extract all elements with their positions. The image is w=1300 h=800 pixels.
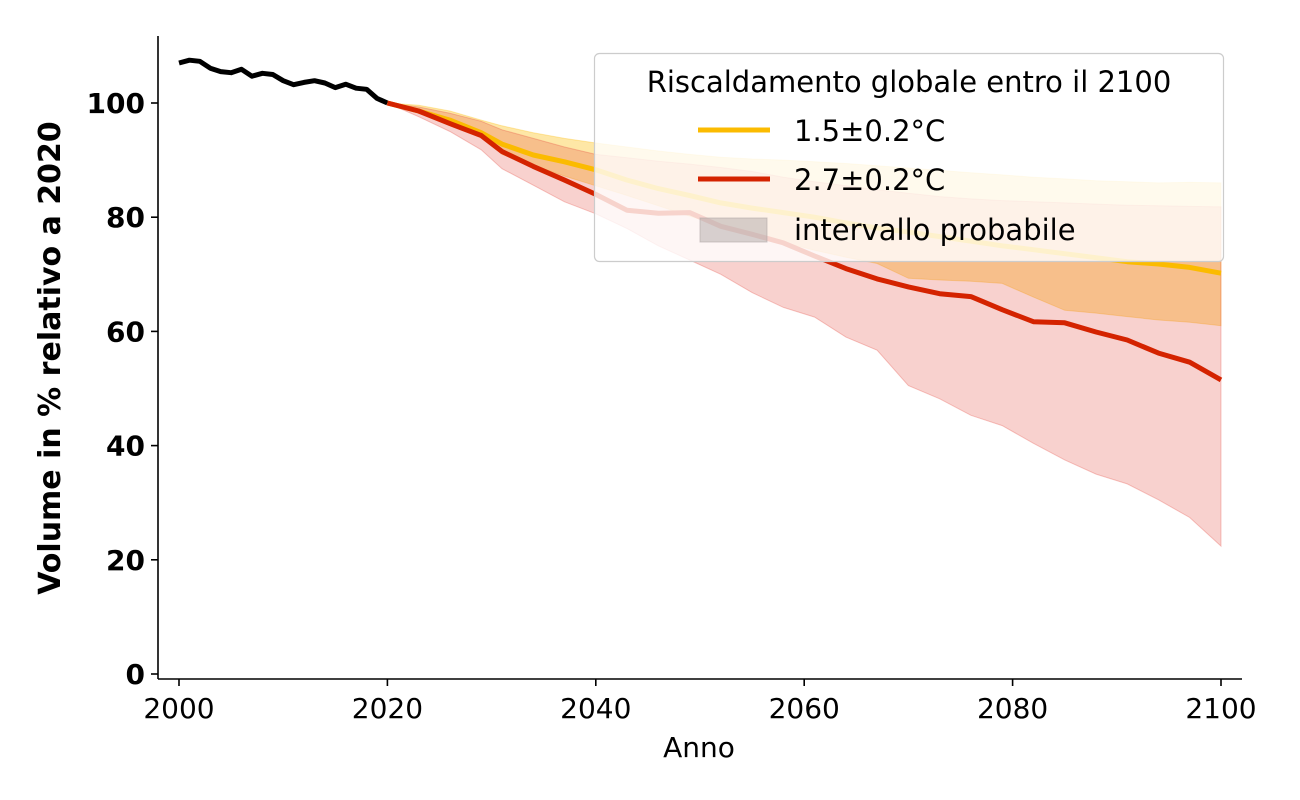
x-tick-label: 2060 [769,692,840,725]
y-axis-label: Volume in % relativo a 2020 [33,121,68,595]
x-axis-label: Anno [663,731,735,764]
y-ticks: 0 20 40 60 80 100 [87,87,158,691]
y-tick-label: 40 [106,430,145,463]
x-tick-label: 2080 [977,692,1048,725]
legend-swatch-likely-range [699,217,768,243]
x-tick-label: 2000 [143,692,214,725]
x-tick-label: 2100 [1185,692,1256,725]
x-tick-label: 2020 [352,692,423,725]
y-tick-label: 80 [106,201,145,234]
legend-label-1-5: 1.5±0.2°C [794,114,945,148]
legend: Riscaldamento globale entro il 2100 1.5±… [593,52,1225,263]
x-ticks: 2000 2020 2040 2060 2080 2100 [143,679,1257,725]
legend-label-likely-range: intervallo probabile [794,213,1076,247]
legend-title: Riscaldamento globale entro il 2100 [647,65,1172,99]
y-tick-label: 60 [106,315,145,348]
y-tick-label: 100 [87,87,145,120]
x-tick-label: 2040 [560,692,631,725]
y-tick-label: 20 [106,544,145,577]
legend-box [593,52,1225,263]
historical-line [178,57,389,106]
y-tick-label: 0 [126,658,145,691]
legend-label-2-7: 2.7±0.2°C [794,163,945,197]
